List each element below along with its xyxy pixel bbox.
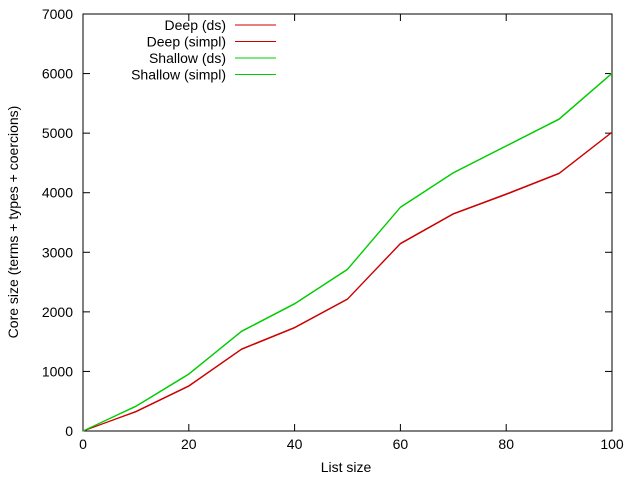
y-tick-label: 3000 bbox=[42, 244, 73, 260]
y-tick-label: 1000 bbox=[42, 363, 73, 379]
series-line-1 bbox=[82, 132, 613, 432]
x-tick-label: 60 bbox=[393, 436, 409, 452]
y-tick-label: 0 bbox=[65, 423, 73, 439]
y-tick-label: 7000 bbox=[42, 6, 73, 22]
x-tick-label: 20 bbox=[181, 436, 197, 452]
x-tick-label: 100 bbox=[600, 436, 624, 452]
plot-area bbox=[82, 13, 613, 432]
y-axis-label: Core size (terms + types + coercions) bbox=[5, 106, 21, 339]
y-axis-ticks: 0 1000 2000 3000 4000 5000 6000 7000 bbox=[42, 6, 612, 439]
legend: Deep (ds)Deep (simpl)Shallow (ds)Shallow… bbox=[131, 17, 276, 83]
y-tick-label: 2000 bbox=[42, 304, 73, 320]
y-tick-label: 4000 bbox=[42, 185, 73, 201]
x-tick-label: 40 bbox=[287, 436, 303, 452]
legend-label: Shallow (ds) bbox=[149, 50, 226, 66]
series-layer bbox=[82, 72, 613, 432]
x-tick-label: 0 bbox=[79, 436, 87, 452]
x-tick-label: 80 bbox=[498, 436, 514, 452]
x-axis-label: List size bbox=[321, 459, 372, 475]
x-axis-ticks: 0 20 40 60 80 100 bbox=[79, 14, 624, 452]
legend-label: Deep (ds) bbox=[165, 17, 226, 33]
series-line-0 bbox=[82, 131, 613, 432]
legend-label: Shallow (simpl) bbox=[131, 67, 226, 83]
y-tick-label: 6000 bbox=[42, 66, 73, 82]
legend-label: Deep (simpl) bbox=[147, 34, 226, 50]
plot-frame bbox=[82, 13, 613, 432]
series-line-3 bbox=[82, 73, 613, 432]
series-line-2 bbox=[82, 72, 613, 432]
y-tick-label: 5000 bbox=[42, 125, 73, 141]
